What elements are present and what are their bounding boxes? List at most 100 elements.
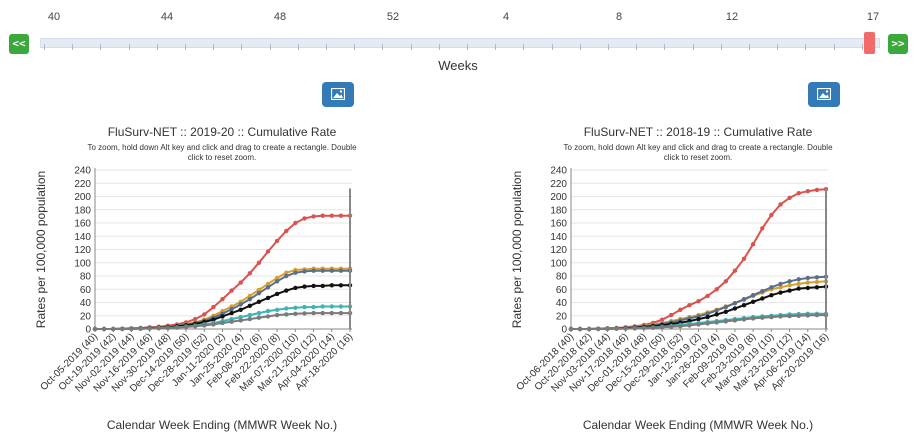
- data-point: [202, 323, 207, 328]
- data-point: [623, 326, 628, 331]
- data-point: [265, 314, 271, 319]
- data-point: [293, 285, 298, 291]
- data-point: [750, 242, 756, 247]
- data-point: [193, 316, 198, 322]
- data-point: [814, 279, 820, 285]
- data-point: [741, 317, 747, 322]
- slider-tick-label: 44: [160, 11, 174, 23]
- y-tick-label: 80: [556, 272, 568, 283]
- slider-track-tick: [439, 44, 440, 50]
- data-point: [293, 311, 298, 316]
- data-point: [714, 287, 719, 292]
- chart-2018-19[interactable]: FluSurv-NET :: 2018-19 :: Cumulative Rat…: [476, 120, 916, 435]
- slider-track-tick: [495, 44, 496, 50]
- data-point: [320, 268, 325, 273]
- chart-2018-19-svg[interactable]: FluSurv-NET :: 2018-19 :: Cumulative Rat…: [476, 120, 916, 435]
- data-point: [284, 306, 289, 311]
- data-point: [787, 283, 792, 288]
- data-point: [723, 279, 728, 284]
- data-point: [805, 285, 810, 291]
- data-point: [741, 303, 747, 308]
- data-point: [769, 314, 774, 320]
- data-point: [796, 286, 801, 291]
- data-point: [338, 304, 344, 309]
- data-point: [174, 325, 180, 330]
- data-point: [632, 326, 637, 331]
- data-point: [696, 322, 701, 327]
- data-point: [265, 285, 271, 290]
- slider-track-tick: [636, 44, 637, 50]
- data-point: [338, 283, 344, 288]
- data-point: [769, 285, 774, 290]
- data-point: [293, 270, 298, 275]
- slider-track-tick: [411, 44, 412, 50]
- y-tick-label: 200: [74, 192, 91, 203]
- data-point: [787, 279, 792, 284]
- data-point: [311, 268, 316, 273]
- data-point: [202, 312, 207, 317]
- slider-track[interactable]: [40, 38, 880, 48]
- data-point: [596, 326, 601, 332]
- data-point: [311, 283, 316, 289]
- y-tick-label: 20: [556, 311, 568, 322]
- data-point: [732, 318, 738, 323]
- chart-2019-20[interactable]: FluSurv-NET :: 2019-20 :: Cumulative Rat…: [0, 120, 440, 435]
- data-point: [741, 297, 747, 302]
- slider-handle[interactable]: [864, 32, 875, 54]
- y-tick-label: 100: [74, 258, 91, 269]
- data-point: [787, 195, 792, 200]
- data-point: [678, 307, 683, 312]
- data-point: [256, 291, 262, 296]
- data-point: [229, 306, 234, 312]
- data-point: [238, 307, 243, 312]
- image-icon[interactable]: [808, 82, 840, 107]
- data-point: [311, 214, 316, 219]
- slider-track-tick: [382, 44, 383, 50]
- data-point: [732, 306, 738, 311]
- data-point: [256, 310, 262, 316]
- data-point: [778, 290, 783, 295]
- data-point: [284, 270, 289, 275]
- y-tick-label: 100: [550, 258, 567, 269]
- data-point: [247, 293, 252, 299]
- chart-2019-20-svg[interactable]: FluSurv-NET :: 2019-20 :: Cumulative Rat…: [0, 120, 440, 435]
- double-chevron-left-icon[interactable]: <<: [9, 34, 29, 54]
- data-point: [796, 277, 801, 282]
- data-point: [293, 305, 298, 310]
- data-point: [211, 322, 216, 327]
- slider-tick-label: 4: [502, 11, 510, 23]
- slider-track-tick: [44, 44, 45, 50]
- y-tick-label: 60: [556, 285, 568, 296]
- slider-tick-label: 52: [386, 11, 400, 23]
- y-tick-label: 60: [80, 285, 92, 296]
- data-point: [274, 238, 280, 244]
- slider-track-tick: [580, 44, 581, 50]
- data-point: [641, 325, 647, 331]
- slider-track-tick: [467, 44, 468, 50]
- data-point: [101, 326, 107, 332]
- y-tick-label: 40: [556, 298, 568, 309]
- data-point: [338, 268, 344, 273]
- slider-track-tick: [523, 44, 524, 50]
- slider-track-tick: [834, 44, 835, 50]
- data-point: [302, 304, 307, 310]
- image-icon[interactable]: [322, 82, 354, 107]
- data-point: [320, 304, 325, 309]
- double-chevron-right-icon[interactable]: >>: [888, 34, 908, 54]
- data-point: [760, 296, 765, 301]
- data-point: [650, 325, 656, 330]
- chart-title: FluSurv-NET :: 2019-20 :: Cumulative Rat…: [108, 125, 337, 139]
- data-point: [138, 326, 143, 331]
- data-point: [265, 308, 271, 314]
- data-point: [129, 326, 134, 332]
- slider-track-tick: [721, 44, 722, 50]
- slider-track-tick: [100, 44, 101, 50]
- data-point: [211, 304, 216, 310]
- data-point: [568, 326, 574, 332]
- slider-tick-label: 40: [47, 11, 61, 23]
- slider-tick-label: 17: [866, 11, 880, 23]
- chart-subtitle: To zoom, hold down Alt key and click and…: [563, 143, 833, 162]
- data-point: [669, 312, 674, 318]
- slider-track-tick: [326, 44, 327, 50]
- data-point: [193, 324, 198, 329]
